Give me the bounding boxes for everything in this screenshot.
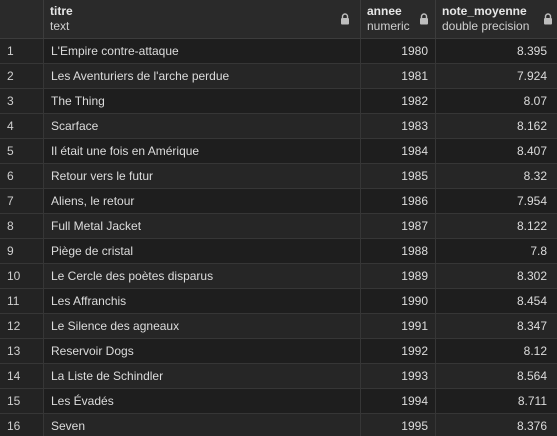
table-row[interactable]: 14 La Liste de Schindler 1993 8.564 [0,364,557,389]
cell-annee[interactable]: 1988 [361,239,436,263]
cell-note-moyenne[interactable]: 8.12 [523,344,547,358]
cell-annee[interactable]: 1985 [361,164,436,188]
table-row[interactable]: 3 The Thing 1982 8.07 [0,89,557,114]
cell-titre[interactable]: Le Silence des agneaux [44,314,361,338]
table-row[interactable]: 11 Les Affranchis 1990 8.454 [0,289,557,314]
cell-titre[interactable]: L'Empire contre-attaque [44,39,361,63]
cell-titre[interactable]: Piège de cristal [44,239,361,263]
table-row[interactable]: 2 Les Aventuriers de l'arche perdue 1981… [0,64,557,89]
column-header-annee[interactable]: annee numeric [361,0,436,38]
row-number[interactable]: 7 [0,189,44,213]
cell-note-moyenne[interactable]: 8.302 [516,269,547,283]
column-type: numeric [367,19,410,33]
table-row[interactable]: 1 L'Empire contre-attaque 1980 8.395 [0,39,557,64]
cell-titre[interactable]: La Liste de Schindler [44,364,361,388]
row-number[interactable]: 12 [0,314,44,338]
cell-titre[interactable]: Scarface [44,114,361,138]
cell-note-moyenne[interactable]: 8.407 [516,144,547,158]
column-header-note-moyenne[interactable]: note_moyenne double precision [436,0,557,38]
lock-icon [544,13,552,25]
lock-icon [341,13,349,25]
column-type: double precision [442,19,530,33]
cell-note-moyenne[interactable]: 7.954 [516,194,547,208]
column-name: note_moyenne [442,4,527,18]
cell-annee[interactable]: 1983 [361,114,436,138]
cell-annee[interactable]: 1991 [361,314,436,338]
row-number[interactable]: 2 [0,64,44,88]
cell-titre[interactable]: Les Affranchis [44,289,361,313]
row-number[interactable]: 1 [0,39,44,63]
column-type: text [50,19,70,33]
row-number[interactable]: 15 [0,389,44,413]
table-row[interactable]: 4 Scarface 1983 8.162 [0,114,557,139]
column-header-titre[interactable]: titre text [44,0,361,38]
cell-annee[interactable]: 1992 [361,339,436,363]
cell-note-moyenne[interactable]: 8.162 [516,119,547,133]
cell-titre[interactable]: Reservoir Dogs [44,339,361,363]
row-number[interactable]: 10 [0,264,44,288]
cell-note-moyenne[interactable]: 8.347 [516,319,547,333]
cell-titre[interactable]: The Thing [44,89,361,113]
cell-titre[interactable]: Le Cercle des poètes disparus [44,264,361,288]
row-number[interactable]: 9 [0,239,44,263]
table-row[interactable]: 7 Aliens, le retour 1986 7.954 [0,189,557,214]
table-row[interactable]: 9 Piège de cristal 1988 7.8 [0,239,557,264]
column-header-row: titre text annee numeric note_moyenne do… [0,0,557,39]
row-number[interactable]: 14 [0,364,44,388]
cell-titre[interactable]: Les Aventuriers de l'arche perdue [44,64,361,88]
table-row[interactable]: 8 Full Metal Jacket 1987 8.122 [0,214,557,239]
cell-titre[interactable]: Retour vers le futur [44,164,361,188]
table-row[interactable]: 5 Il était une fois en Amérique 1984 8.4… [0,139,557,164]
column-name: titre [50,4,73,18]
table-row[interactable]: 6 Retour vers le futur 1985 8.32 [0,164,557,189]
table-row[interactable]: 16 Seven 1995 8.376 [0,414,557,436]
table-row[interactable]: 15 Les Évadés 1994 8.711 [0,389,557,414]
table-row[interactable]: 13 Reservoir Dogs 1992 8.12 [0,339,557,364]
cell-note-moyenne[interactable]: 7.924 [516,69,547,83]
table-row[interactable]: 12 Le Silence des agneaux 1991 8.347 [0,314,557,339]
cell-titre[interactable]: Il était une fois en Amérique [44,139,361,163]
cell-titre[interactable]: Les Évadés [44,389,361,413]
cell-annee[interactable]: 1981 [361,64,436,88]
cell-note-moyenne[interactable]: 8.376 [516,419,547,433]
cell-annee[interactable]: 1994 [361,389,436,413]
row-number[interactable]: 4 [0,114,44,138]
cell-annee[interactable]: 1987 [361,214,436,238]
cell-annee[interactable]: 1995 [361,414,436,436]
row-number[interactable]: 3 [0,89,44,113]
row-number[interactable]: 11 [0,289,44,313]
cell-annee[interactable]: 1982 [361,89,436,113]
row-number[interactable]: 8 [0,214,44,238]
row-number[interactable]: 5 [0,139,44,163]
cell-annee[interactable]: 1990 [361,289,436,313]
row-number[interactable]: 6 [0,164,44,188]
cell-annee[interactable]: 1993 [361,364,436,388]
cell-note-moyenne[interactable]: 8.711 [517,394,547,408]
row-number[interactable]: 13 [0,339,44,363]
row-number-header[interactable] [0,0,44,38]
column-name: annee [367,4,402,18]
cell-titre[interactable]: Full Metal Jacket [44,214,361,238]
cell-annee[interactable]: 1984 [361,139,436,163]
cell-annee[interactable]: 1980 [361,39,436,63]
cell-titre[interactable]: Aliens, le retour [44,189,361,213]
cell-note-moyenne[interactable]: 8.122 [516,219,547,233]
cell-note-moyenne[interactable]: 7.8 [530,244,547,258]
cell-annee[interactable]: 1989 [361,264,436,288]
lock-icon [420,13,428,25]
row-number[interactable]: 16 [0,414,44,436]
table-row[interactable]: 10 Le Cercle des poètes disparus 1989 8.… [0,264,557,289]
cell-note-moyenne[interactable]: 8.454 [516,294,547,308]
cell-titre[interactable]: Seven [44,414,361,436]
cell-note-moyenne[interactable]: 8.395 [516,44,547,58]
cell-note-moyenne[interactable]: 8.07 [523,94,547,108]
cell-note-moyenne[interactable]: 8.564 [516,369,547,383]
cell-annee[interactable]: 1986 [361,189,436,213]
cell-note-moyenne[interactable]: 8.32 [523,169,547,183]
